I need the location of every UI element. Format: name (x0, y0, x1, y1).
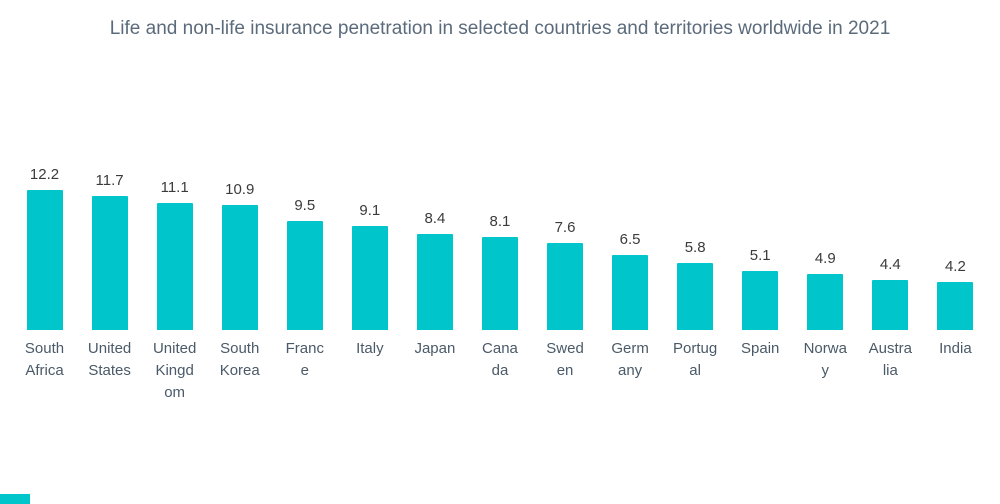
bar (742, 271, 779, 330)
bar-area: 8.1 (481, 155, 518, 330)
category-label: South Korea (219, 340, 260, 379)
bar (26, 190, 63, 330)
bar-column: 6.5 Germ any (598, 155, 663, 403)
bar-column: 12.2 South Africa (12, 155, 77, 403)
category-label: Spain (741, 340, 780, 357)
category-label: Norwa y (803, 340, 847, 379)
category-label: Franc e (285, 340, 324, 379)
bar-area: 6.5 (612, 155, 649, 330)
bar-area: 4.4 (872, 155, 909, 330)
bar-column: 7.6 Swed en (533, 155, 598, 403)
bar-area: 5.1 (742, 155, 779, 330)
category-label: Germ any (611, 340, 649, 379)
bar-value-label: 8.4 (424, 210, 446, 227)
category-label: Japan (414, 340, 456, 357)
bar-value-label: 11.1 (160, 179, 189, 196)
bar (286, 221, 323, 330)
bar-column: 4.9 Norwa y (793, 155, 858, 403)
bar-area: 9.1 (351, 155, 388, 330)
bar-value-label: 10.9 (225, 181, 255, 198)
bar (416, 234, 453, 330)
bar (221, 205, 258, 330)
bar-column: 11.1 United Kingd om (142, 155, 207, 403)
category-label: United States (87, 340, 132, 379)
bar-column: 8.4 Japan (402, 155, 467, 403)
bar-area: 5.8 (677, 155, 714, 330)
bar-value-label: 12.2 (29, 166, 60, 183)
category-label: Swed en (546, 340, 584, 379)
bar-area: 12.2 (26, 155, 63, 330)
category-label: Italy (356, 340, 384, 357)
bar-area: 11.7 (91, 155, 128, 330)
bar-column: 5.1 Spain (728, 155, 793, 403)
bar-area: 7.6 (547, 155, 584, 330)
bar-column: 9.5 Franc e (272, 155, 337, 403)
bar-area: 9.5 (286, 155, 323, 330)
bar (156, 203, 193, 330)
bar (677, 263, 714, 330)
category-label: Portug al (673, 340, 718, 379)
category-label: United Kingd om (152, 340, 197, 401)
bar-area: 10.9 (221, 155, 258, 330)
bar-area: 11.1 (156, 155, 193, 330)
bar-value-label: 9.1 (359, 202, 381, 219)
bar-value-label: 6.5 (619, 231, 641, 248)
bar (481, 237, 518, 330)
bar-area: 4.2 (937, 155, 974, 330)
category-label: South Africa (24, 340, 65, 379)
bar (872, 280, 909, 330)
bar (547, 243, 584, 330)
chart-title: Life and non-life insurance penetration … (109, 18, 891, 39)
bar-column: 8.1 Cana da (467, 155, 532, 403)
bar-column: 5.8 Portug al (663, 155, 728, 403)
bar-value-label: 7.6 (554, 219, 576, 236)
bar-value-label: 8.1 (489, 213, 511, 230)
category-label: Cana da (482, 340, 518, 379)
category-label: India (939, 340, 972, 357)
bar (807, 274, 844, 330)
bar (612, 255, 649, 330)
bar-value-label: 4.9 (814, 250, 836, 267)
bar-column: 10.9 South Korea (207, 155, 272, 403)
bar-value-label: 4.2 (944, 258, 966, 275)
bar-value-label: 11.7 (95, 172, 124, 189)
bar (937, 282, 974, 330)
bar-value-label: 5.1 (749, 247, 771, 264)
bar-value-label: 9.5 (294, 197, 316, 214)
bar-area: 4.9 (807, 155, 844, 330)
bar (91, 196, 128, 330)
brand-accent-bar (0, 494, 30, 504)
bar-column: 4.2 India (923, 155, 988, 403)
bar-value-label: 4.4 (879, 256, 901, 273)
bar-column: 11.7 United States (77, 155, 142, 403)
bar-column: 4.4 Austra lia (858, 155, 923, 403)
bar-column: 9.1 Italy (337, 155, 402, 403)
category-label: Austra lia (868, 340, 913, 379)
bar-value-label: 5.8 (684, 239, 706, 256)
bar (351, 226, 388, 330)
bar-area: 8.4 (416, 155, 453, 330)
chart-row: 12.2 South Africa 11.7 United States 11.1 Unite… (12, 155, 988, 403)
